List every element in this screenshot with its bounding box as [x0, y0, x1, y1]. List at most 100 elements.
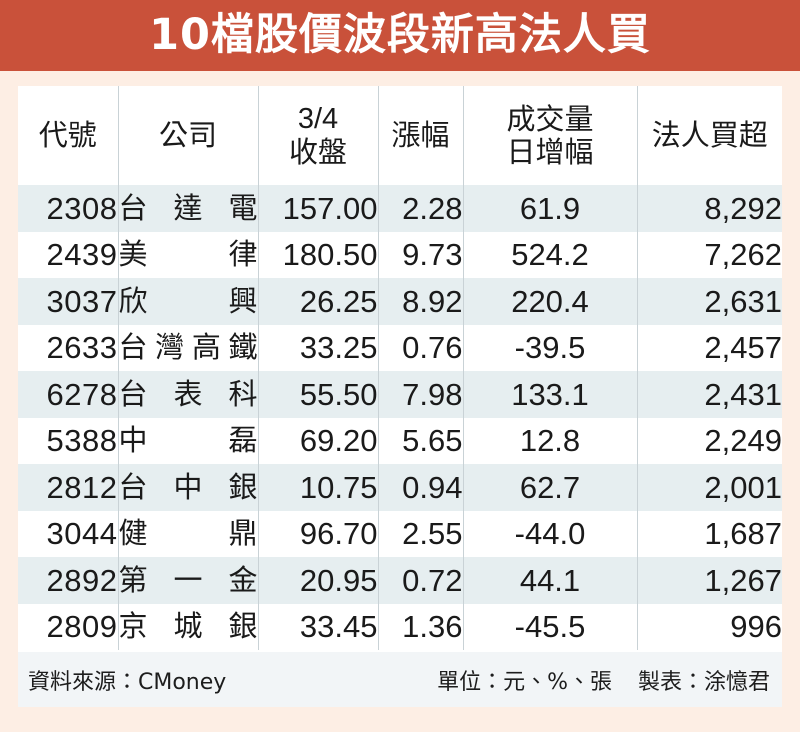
cell-code: 5388 [46, 423, 118, 459]
cell-company: 健鼎 [117, 510, 258, 557]
cell-code: 3044 [46, 516, 118, 552]
column-header-change: 漲幅 [377, 86, 463, 185]
company-name: 京城銀 [118, 609, 258, 644]
cell-code: 3037 [46, 283, 118, 319]
page-title: 10檔股價波段新高法人買 [149, 10, 651, 60]
stock-table-container: 代號 公司 3/4 收盤 漲幅 成交量 日增幅 [18, 86, 782, 707]
cell-close-price: 96.70 [257, 510, 378, 557]
table-row: 3037 欣興 26.25 8.92 220.4 2,631 [18, 278, 782, 325]
table-footer: 資料來源：CMoney 單位：元、%、張 製表：涂憶君 [18, 652, 782, 707]
table-row: 6278 台表科 55.50 7.98 133.1 2,431 [18, 371, 782, 418]
cell-close-price: 55.50 [257, 371, 378, 418]
column-header-code: 代號 [18, 86, 118, 185]
cell-close-price: 69.20 [257, 417, 378, 464]
cell-volume-change: 12.8 [462, 417, 637, 464]
cell-institutional-net-buy: 2,631 [636, 278, 782, 325]
cell-change-pct: 8.92 [377, 278, 463, 325]
stock-table: 代號 公司 3/4 收盤 漲幅 成交量 日增幅 [18, 86, 782, 650]
cell-change-pct: 0.94 [377, 464, 463, 511]
cell-company: 欣興 [117, 278, 258, 325]
cell-close-price: 26.25 [257, 278, 378, 325]
cell-company: 京城銀 [117, 603, 258, 650]
company-name: 台灣高鐵 [118, 330, 258, 365]
column-header-institutional-label: 法人買超 [651, 118, 768, 153]
cell-change-pct: 1.36 [377, 603, 463, 650]
cell-change-pct: 9.73 [377, 231, 463, 278]
cell-company: 台表科 [117, 371, 258, 418]
cell-close-price: 33.45 [257, 603, 378, 650]
column-header-company: 公司 [117, 86, 258, 185]
cell-institutional-net-buy: 2,001 [636, 464, 782, 511]
title-banner: 10檔股價波段新高法人買 [0, 0, 800, 71]
footer-source: 資料來源：CMoney [28, 669, 227, 695]
cell-company: 第一金 [117, 557, 258, 604]
column-header-volume: 成交量 日增幅 [462, 86, 637, 185]
cell-change-pct: 2.55 [377, 510, 463, 557]
table-row: 2809 京城銀 33.45 1.36 -45.5 996 [18, 603, 782, 650]
cell-close-price: 20.95 [257, 557, 378, 604]
cell-volume-change: -45.5 [462, 603, 637, 650]
footer-author: 製表：涂憶君 [637, 669, 770, 695]
cell-code: 2892 [46, 562, 118, 598]
cell-change-pct: 5.65 [377, 417, 463, 464]
cell-institutional-net-buy: 2,457 [636, 324, 782, 371]
column-header-close-label: 收盤 [288, 134, 347, 169]
cell-close-price: 180.50 [257, 231, 378, 278]
cell-volume-change: 524.2 [462, 231, 637, 278]
table-row: 2892 第一金 20.95 0.72 44.1 1,267 [18, 557, 782, 604]
cell-institutional-net-buy: 2,431 [636, 371, 782, 418]
cell-volume-change: 44.1 [462, 557, 637, 604]
cell-change-pct: 0.72 [377, 557, 463, 604]
cell-volume-change: 133.1 [462, 371, 637, 418]
table-row: 2633 台灣高鐵 33.25 0.76 -39.5 2,457 [18, 324, 782, 371]
table-row: 5388 中磊 69.20 5.65 12.8 2,249 [18, 417, 782, 464]
company-name: 中磊 [118, 423, 258, 458]
cell-code: 2308 [46, 190, 118, 226]
cell-institutional-net-buy: 1,267 [636, 557, 782, 604]
column-header-code-label: 代號 [38, 118, 97, 153]
table-row: 2308 台達電 157.00 2.28 61.9 8,292 [18, 185, 782, 232]
footer-unit: 單位：元、%、張 [437, 669, 612, 695]
table-body: 2308 台達電 157.00 2.28 61.9 8,292 2439 美律 180.50 9.… [18, 185, 782, 650]
company-name: 第一金 [118, 562, 258, 597]
cell-volume-change: -44.0 [462, 510, 637, 557]
cell-institutional-net-buy: 1,687 [636, 510, 782, 557]
cell-code: 2809 [46, 609, 118, 645]
column-header-volume-label: 成交量 [506, 102, 594, 137]
cell-change-pct: 0.76 [377, 324, 463, 371]
column-header-close-date: 3/4 [297, 103, 339, 136]
cell-company: 中磊 [117, 417, 258, 464]
cell-change-pct: 7.98 [377, 371, 463, 418]
cell-change-pct: 2.28 [377, 185, 463, 232]
company-name: 健鼎 [118, 516, 258, 551]
column-header-close: 3/4 收盤 [257, 86, 378, 185]
cell-code: 2439 [46, 237, 118, 273]
column-header-change-label: 漲幅 [391, 118, 450, 153]
company-name: 台達電 [118, 190, 258, 225]
cell-company: 台中銀 [117, 464, 258, 511]
cell-volume-change: -39.5 [462, 324, 637, 371]
company-name: 台中銀 [118, 469, 258, 504]
cell-company: 台達電 [117, 185, 258, 232]
cell-volume-change: 61.9 [462, 185, 637, 232]
column-header-company-label: 公司 [158, 118, 217, 153]
column-header-institutional: 法人買超 [636, 86, 782, 185]
cell-code: 2633 [46, 330, 118, 366]
cell-close-price: 157.00 [257, 185, 378, 232]
cell-close-price: 10.75 [257, 464, 378, 511]
table-row: 3044 健鼎 96.70 2.55 -44.0 1,687 [18, 510, 782, 557]
cell-institutional-net-buy: 7,262 [636, 231, 782, 278]
footer-right-group: 單位：元、%、張 製表：涂憶君 [437, 664, 770, 696]
cell-volume-change: 220.4 [462, 278, 637, 325]
table-row: 2439 美律 180.50 9.73 524.2 7,262 [18, 231, 782, 278]
cell-company: 美律 [117, 231, 258, 278]
cell-institutional-net-buy: 8,292 [636, 185, 782, 232]
column-header-volume-sub: 日增幅 [506, 134, 594, 169]
cell-code: 6278 [46, 376, 118, 412]
cell-code: 2812 [46, 469, 118, 505]
cell-institutional-net-buy: 2,249 [636, 417, 782, 464]
company-name: 欣興 [118, 283, 258, 318]
cell-company: 台灣高鐵 [117, 324, 258, 371]
cell-volume-change: 62.7 [462, 464, 637, 511]
